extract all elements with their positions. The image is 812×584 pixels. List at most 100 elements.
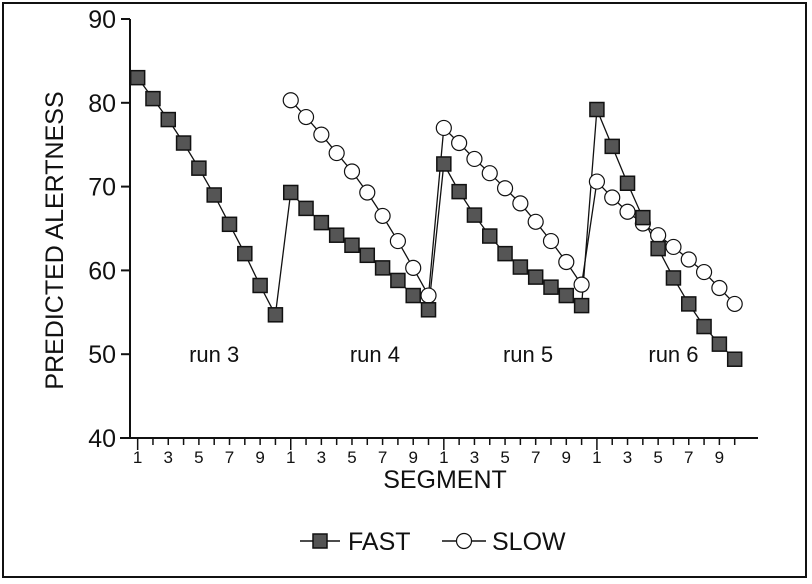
slow-point (343, 163, 361, 180)
fast-point (252, 277, 268, 294)
fast-point (543, 279, 559, 295)
fast-point (466, 207, 483, 223)
fast-point (267, 307, 284, 323)
x-tick-label: 7 (378, 448, 387, 467)
slow-point (496, 180, 514, 197)
x-tick-label: 5 (194, 448, 203, 467)
x-tick-label: 9 (715, 448, 724, 467)
slow-point (650, 227, 667, 244)
fast-point (390, 272, 406, 289)
legend-slow-label: SLOW (492, 528, 566, 556)
fast-point (681, 296, 697, 312)
fast-point (344, 237, 360, 254)
x-tick-label: 7 (684, 448, 693, 467)
fast-point (589, 101, 605, 118)
slow-point (527, 213, 544, 230)
fast-point (726, 351, 743, 367)
fast-point (711, 336, 728, 352)
y-tick-label: 50 (88, 341, 116, 369)
fast-point (160, 111, 177, 128)
x-tick-label: 7 (225, 448, 234, 467)
fast-point (175, 135, 192, 151)
fast-point (191, 160, 207, 176)
x-tick-label: 9 (408, 448, 417, 467)
fast-point (665, 270, 682, 286)
slow-point (374, 207, 391, 225)
fast-point (282, 184, 299, 201)
chart-frame (2, 2, 807, 578)
slow-point (405, 259, 422, 276)
fast-point (619, 175, 636, 191)
slow-point (573, 276, 590, 293)
slow-point (435, 119, 452, 137)
fast-point (558, 287, 575, 304)
run-label: run 5 (503, 342, 553, 367)
slow-point (466, 150, 483, 168)
fast-point (298, 200, 314, 217)
fast-point (512, 259, 529, 275)
fast-point (527, 269, 544, 285)
fast-point (451, 183, 467, 200)
fast-point (405, 287, 421, 304)
x-tick-label: 5 (500, 448, 509, 467)
slow-point (389, 232, 407, 250)
slow-point (588, 173, 606, 190)
legend-slow-marker (455, 532, 473, 550)
slow-point (726, 295, 743, 313)
x-tick-label: 1 (592, 448, 601, 467)
y-tick-label: 90 (88, 6, 116, 34)
slow-point (665, 238, 682, 256)
slow-point (297, 108, 315, 126)
fast-point (221, 216, 238, 233)
fast-point (482, 228, 498, 244)
y-tick-label: 40 (88, 425, 116, 453)
fast-point (635, 209, 651, 226)
x-tick-label: 7 (531, 448, 540, 467)
slow-point (420, 287, 437, 304)
x-tick-label: 3 (623, 448, 632, 467)
y-axis-label: PREDICTED ALERTNESS (41, 91, 69, 389)
x-tick-label: 1 (286, 448, 295, 467)
fast-point (374, 260, 391, 276)
slow-point (313, 126, 330, 143)
fast-point (359, 247, 376, 264)
fast-point (696, 318, 712, 335)
x-tick-label: 1 (439, 448, 448, 467)
fast-point (145, 90, 161, 107)
slow-point (481, 165, 498, 182)
y-tick-label: 80 (88, 90, 116, 118)
fast-point (650, 240, 666, 257)
slow-point (695, 263, 713, 281)
slow-point (711, 279, 728, 297)
slow-point (451, 134, 468, 152)
x-tick-label: 9 (562, 448, 571, 467)
x-tick-label: 5 (347, 448, 356, 467)
legend-fast-marker (312, 533, 328, 549)
run-label: run 3 (189, 342, 239, 367)
x-tick-label: 3 (317, 448, 326, 467)
slow-point (680, 251, 697, 268)
slow-point (328, 144, 345, 162)
slow-point (542, 232, 560, 250)
fast-point (328, 227, 345, 243)
x-axis-label: SEGMENT (383, 466, 507, 494)
slow-point (359, 184, 376, 201)
x-tick-label: 9 (255, 448, 264, 467)
fast-point (313, 214, 330, 231)
fast-point (436, 156, 452, 172)
slow-point (619, 203, 636, 220)
y-tick-label: 70 (88, 174, 116, 202)
slow-point (558, 253, 575, 271)
fast-point (206, 187, 222, 203)
fast-point (420, 302, 437, 318)
fast-point (237, 245, 253, 262)
y-tick-label: 60 (88, 257, 116, 285)
fast-point (129, 69, 146, 86)
x-tick-label: 3 (470, 448, 479, 467)
slow-point (512, 195, 529, 212)
fast-point (497, 245, 513, 262)
fast-point (573, 297, 590, 314)
run-label: run 4 (350, 342, 400, 367)
slow-point (604, 189, 621, 206)
